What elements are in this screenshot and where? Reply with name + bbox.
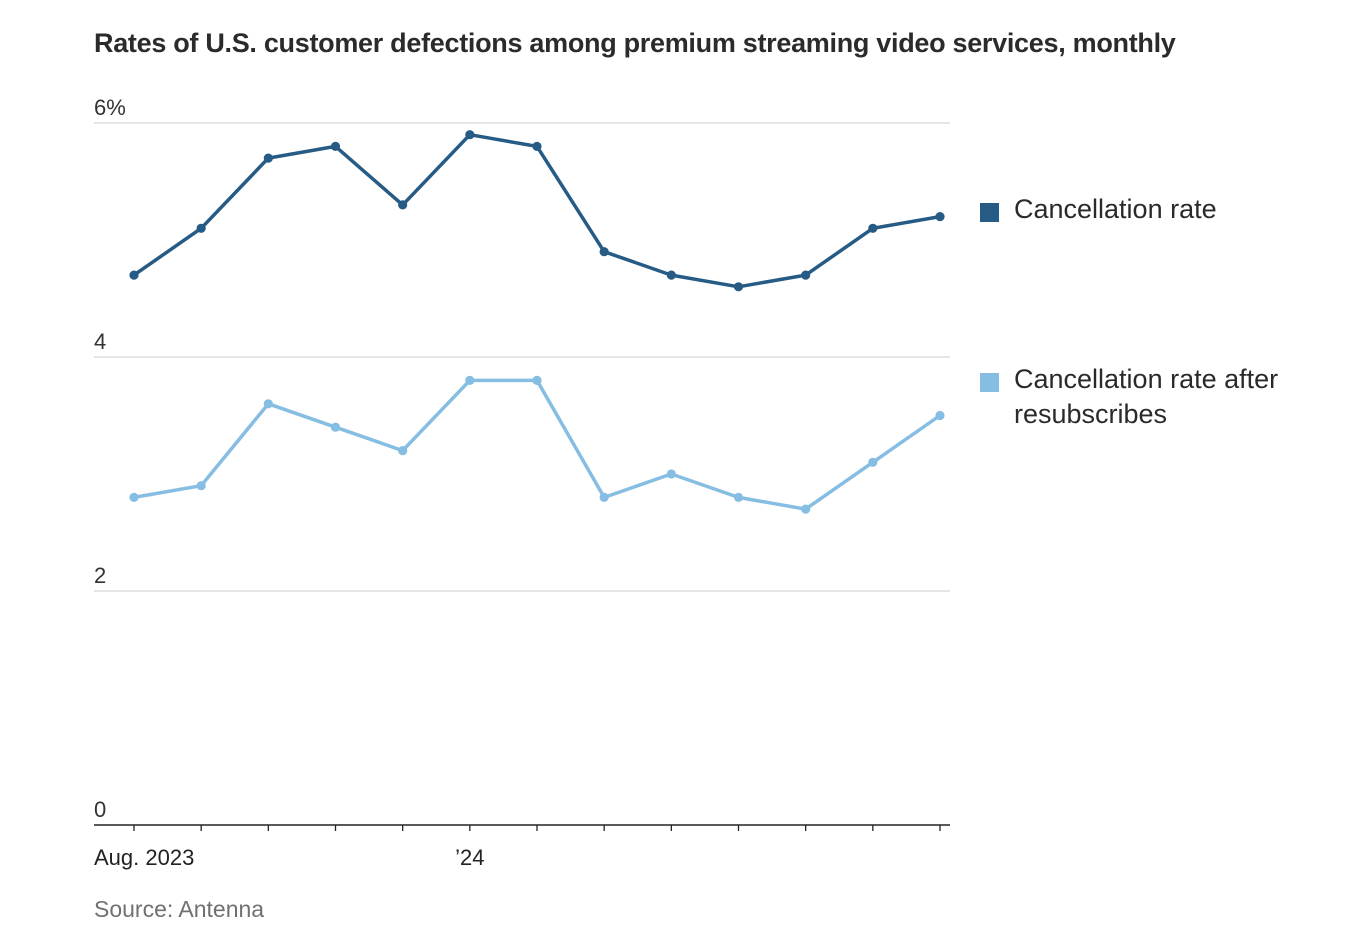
gridlines: 6% 4 2 0 bbox=[94, 95, 950, 822]
legend-label-cancellation-rate: Cancellation rate bbox=[1014, 194, 1217, 224]
data-point bbox=[465, 375, 475, 385]
y-tick-label: 2 bbox=[94, 563, 106, 588]
data-point bbox=[263, 399, 273, 409]
x-axis: Aug. 2023 ’24 bbox=[94, 824, 950, 870]
data-point bbox=[868, 457, 878, 467]
data-point bbox=[666, 469, 676, 479]
data-point bbox=[599, 492, 609, 502]
data-point bbox=[666, 270, 676, 280]
data-point bbox=[129, 492, 139, 502]
data-point bbox=[868, 223, 878, 233]
legend-swatch-cancellation-rate bbox=[980, 203, 999, 222]
chart-title: Rates of U.S. customer defections among … bbox=[94, 28, 1176, 58]
data-point bbox=[196, 481, 206, 491]
data-point bbox=[263, 153, 273, 163]
data-point bbox=[599, 247, 609, 257]
y-tick-label: 0 bbox=[94, 797, 106, 822]
data-point bbox=[935, 410, 945, 421]
series-layer bbox=[129, 130, 945, 514]
legend-swatch-cancellation-rate-after-resubscribes bbox=[980, 373, 999, 392]
legend-item-cancellation-rate-after-resubscribes: Cancellation rate after resubscribes bbox=[980, 362, 1320, 432]
data-point bbox=[801, 270, 811, 280]
x-tick-label: Aug. 2023 bbox=[94, 845, 194, 870]
data-point bbox=[532, 141, 542, 151]
data-point bbox=[398, 446, 408, 456]
data-point bbox=[465, 130, 475, 140]
data-point bbox=[330, 422, 341, 432]
legend-label-cancellation-rate-after-resubscribes: Cancellation rate after resubscribes bbox=[1014, 364, 1279, 429]
data-point bbox=[196, 223, 206, 233]
x-tick-label: ’24 bbox=[455, 845, 484, 870]
data-point bbox=[129, 270, 139, 280]
data-point bbox=[935, 212, 945, 222]
series-line-1 bbox=[132, 378, 942, 511]
data-point bbox=[398, 200, 408, 210]
data-point bbox=[733, 282, 744, 292]
legend-item-cancellation-rate: Cancellation rate bbox=[980, 192, 1217, 227]
series-line-0 bbox=[132, 132, 942, 289]
source-note: Source: Antenna bbox=[94, 896, 265, 922]
data-point bbox=[330, 141, 341, 151]
y-tick-label: 6% bbox=[94, 95, 126, 120]
data-point bbox=[801, 504, 811, 514]
data-point bbox=[733, 492, 744, 502]
y-tick-label: 4 bbox=[94, 329, 106, 354]
data-point bbox=[532, 375, 542, 385]
